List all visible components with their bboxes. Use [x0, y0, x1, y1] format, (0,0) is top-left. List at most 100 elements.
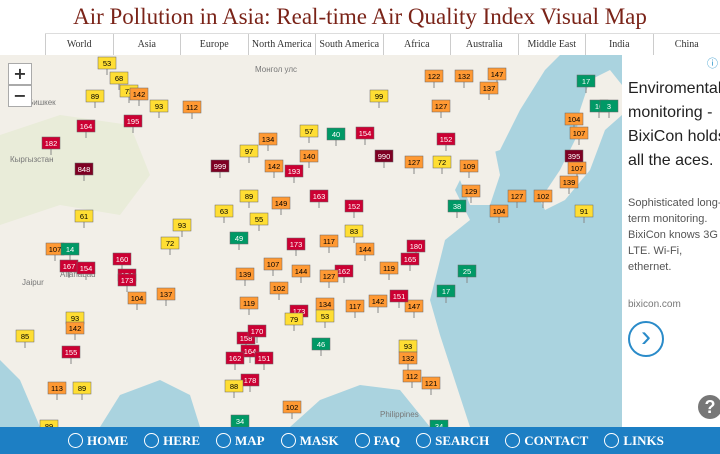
- aqi-marker[interactable]: [576, 74, 596, 88]
- aqi-marker[interactable]: [182, 100, 202, 114]
- aqi-marker[interactable]: [507, 189, 527, 203]
- aqi-marker[interactable]: [454, 69, 474, 83]
- aqi-value[interactable]: 107: [49, 245, 62, 254]
- aqi-value[interactable]: 149: [275, 199, 288, 208]
- zoom-out[interactable]: −: [8, 85, 32, 107]
- aqi-value[interactable]: 104: [493, 207, 506, 216]
- aqi-value[interactable]: 49: [235, 234, 243, 243]
- aqi-value[interactable]: 182: [45, 139, 58, 148]
- nav-link[interactable]: MASK: [281, 433, 339, 449]
- aqi-value[interactable]: 119: [243, 299, 255, 308]
- aqi-value[interactable]: 132: [458, 72, 471, 81]
- aqi-value[interactable]: 154: [359, 129, 372, 138]
- aqi-marker[interactable]: [258, 132, 278, 146]
- ad-next[interactable]: ›: [628, 321, 664, 357]
- aqi-marker[interactable]: [424, 69, 444, 83]
- aqi-marker[interactable]: [239, 296, 259, 310]
- aqi-value[interactable]: 180: [410, 242, 423, 251]
- aqi-marker[interactable]: [389, 289, 409, 303]
- aqi-value[interactable]: 91: [580, 207, 588, 216]
- aqi-marker[interactable]: [326, 127, 346, 141]
- aqi-value[interactable]: 127: [323, 272, 336, 281]
- aqi-marker[interactable]: [489, 204, 509, 218]
- region-tab[interactable]: Australia: [450, 34, 518, 56]
- aqi-marker[interactable]: [291, 264, 311, 278]
- aqi-marker[interactable]: [299, 124, 319, 138]
- aqi-marker[interactable]: [210, 159, 230, 173]
- aqi-marker[interactable]: [355, 126, 375, 140]
- aqi-marker[interactable]: [459, 159, 479, 173]
- aqi-value[interactable]: 152: [440, 135, 453, 144]
- aqi-value[interactable]: 165: [404, 255, 417, 264]
- aqi-marker[interactable]: [239, 189, 259, 203]
- aqi-value[interactable]: 117: [349, 302, 361, 311]
- aqi-marker[interactable]: [436, 132, 456, 146]
- aqi-marker[interactable]: [344, 199, 364, 213]
- help-button[interactable]: ?: [698, 395, 720, 419]
- aqi-marker[interactable]: [230, 414, 250, 427]
- aqi-value[interactable]: 102: [286, 403, 299, 412]
- aqi-value[interactable]: 17: [442, 287, 450, 296]
- aqi-value[interactable]: 112: [406, 372, 418, 381]
- region-tab[interactable]: Asia: [112, 34, 181, 56]
- aqi-value[interactable]: 122: [428, 72, 441, 81]
- aqi-marker[interactable]: [344, 224, 364, 238]
- aqi-value[interactable]: 119: [383, 264, 395, 273]
- aqi-value[interactable]: 113: [51, 384, 63, 393]
- aqi-marker[interactable]: [85, 89, 105, 103]
- aqi-marker[interactable]: [574, 204, 594, 218]
- aqi-marker[interactable]: [398, 351, 418, 365]
- aqi-marker[interactable]: [247, 324, 267, 338]
- aqi-marker[interactable]: [263, 257, 283, 271]
- aqi-value[interactable]: 127: [408, 158, 421, 167]
- aqi-value[interactable]: 195: [127, 117, 140, 126]
- region-tab[interactable]: Africa: [382, 34, 451, 56]
- aqi-value[interactable]: 999: [214, 162, 227, 171]
- ad-heading[interactable]: Enviromental monitoring - BixiCon holds …: [628, 80, 720, 169]
- aqi-value[interactable]: 137: [160, 290, 173, 299]
- aqi-value[interactable]: 93: [404, 342, 412, 351]
- aqi-marker[interactable]: [225, 351, 245, 365]
- aqi-marker[interactable]: [315, 309, 335, 323]
- aqi-marker[interactable]: [429, 419, 449, 427]
- aqi-marker[interactable]: [319, 234, 339, 248]
- aqi-value[interactable]: 173: [121, 276, 134, 285]
- nav-link[interactable]: CONTACT: [505, 433, 588, 449]
- aqi-marker[interactable]: [97, 56, 117, 70]
- aqi-marker[interactable]: [74, 209, 94, 223]
- aqi-marker[interactable]: [109, 71, 129, 85]
- aqi-value[interactable]: 121: [425, 379, 438, 388]
- aqi-marker[interactable]: [479, 81, 499, 95]
- aqi-marker[interactable]: [487, 67, 507, 81]
- aqi-value[interactable]: 79: [290, 315, 298, 324]
- aqi-value[interactable]: 97: [245, 147, 253, 156]
- aqi-value[interactable]: 140: [303, 152, 316, 161]
- aqi-value[interactable]: 142: [268, 162, 281, 171]
- aqi-marker[interactable]: [406, 239, 426, 253]
- aqi-marker[interactable]: [72, 381, 92, 395]
- aqi-marker[interactable]: [282, 400, 302, 414]
- aqi-marker[interactable]: [149, 99, 169, 113]
- aqi-marker[interactable]: [249, 212, 269, 226]
- aqi-marker[interactable]: [172, 218, 192, 232]
- aqi-marker[interactable]: [569, 126, 589, 140]
- aqi-value[interactable]: 25: [463, 267, 471, 276]
- aqi-marker[interactable]: [214, 204, 234, 218]
- aqi-value[interactable]: 102: [273, 284, 286, 293]
- region-tab[interactable]: Europe: [180, 34, 248, 56]
- aqi-marker[interactable]: [76, 119, 96, 133]
- aqi-value[interactable]: 151: [258, 354, 271, 363]
- aqi-value[interactable]: 193: [288, 167, 301, 176]
- aqi-value[interactable]: 142: [133, 90, 146, 99]
- aqi-marker[interactable]: [112, 252, 132, 266]
- aqi-value[interactable]: 107: [267, 260, 280, 269]
- aqi-value[interactable]: 129: [465, 187, 478, 196]
- aqi-value[interactable]: 68: [115, 74, 123, 83]
- aqi-marker[interactable]: [160, 236, 180, 250]
- aqi-value[interactable]: 144: [295, 267, 308, 276]
- aqi-marker[interactable]: [369, 89, 389, 103]
- ad-domain[interactable]: bixicon.com: [628, 299, 681, 310]
- aqi-value[interactable]: 155: [65, 348, 78, 357]
- nav-link[interactable]: LINKS: [604, 433, 663, 449]
- aqi-value[interactable]: 89: [91, 92, 99, 101]
